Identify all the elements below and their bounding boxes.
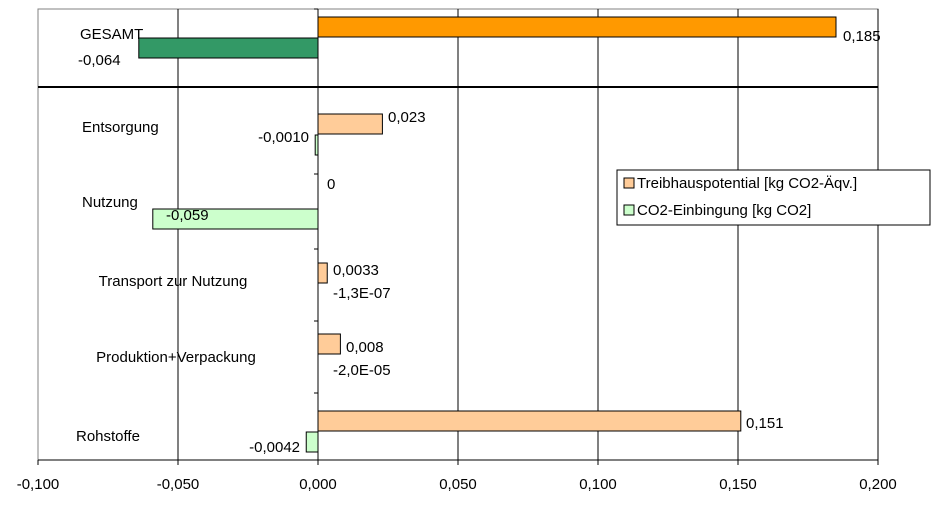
data-label-treibhauspotential: 0,008 [346,339,384,356]
category-label: GESAMT [80,26,143,43]
bar-co2-einbindung [314,134,319,156]
x-tick-label: 0,200 [859,476,897,493]
data-label-treibhauspotential: 0,023 [388,109,426,126]
x-tick-label: -0,050 [157,476,200,493]
category-label: Entsorgung [82,119,159,136]
legend-label-co2-einbindung: CO2-Einbingung [kg CO2] [637,202,811,219]
x-tick-label: 0,100 [579,476,617,493]
bar-co2-einbindung [305,431,319,453]
data-label-co2-einbindung: -0,0010 [258,129,309,146]
category-label: Produktion+Verpackung [96,349,256,366]
bar-treibhauspotential [317,410,742,432]
category-label: Transport zur Nutzung [99,273,248,290]
data-label-co2-einbindung: -2,0E-05 [333,362,391,379]
x-tick-label: 0,000 [299,476,337,493]
data-label-treibhauspotential: 0,0033 [333,262,379,279]
bar-treibhauspotential [317,16,837,38]
category-label: Nutzung [82,194,138,211]
legend-swatch-treibhauspotential [623,177,635,189]
data-label-co2-einbindung: -0,0042 [249,439,300,456]
bar-treibhauspotential [317,113,383,135]
bar-co2-einbindung [152,208,319,230]
bar-treibhauspotential [317,333,341,355]
x-tick-label: 0,150 [719,476,757,493]
legend-swatch-co2-einbindung [623,204,635,216]
data-label-treibhauspotential: 0,151 [746,415,784,432]
data-label-treibhauspotential: 0,185 [843,28,881,45]
x-tick-label: 0,050 [439,476,477,493]
x-tick-label: -0,100 [17,476,60,493]
category-label: Rohstoffe [76,428,140,445]
data-label-co2-einbindung: -0,059 [166,207,209,224]
data-label-co2-einbindung: -0,064 [78,52,121,69]
data-label-treibhauspotential: 0 [327,176,335,193]
legend-box [616,169,931,226]
data-label-co2-einbindung: -1,3E-07 [333,285,391,302]
bar-treibhauspotential [317,262,328,284]
legend-label-treibhauspotential: Treibhauspotential [kg CO2-Äqv.] [637,175,857,192]
bar-co2-einbindung [138,37,319,59]
